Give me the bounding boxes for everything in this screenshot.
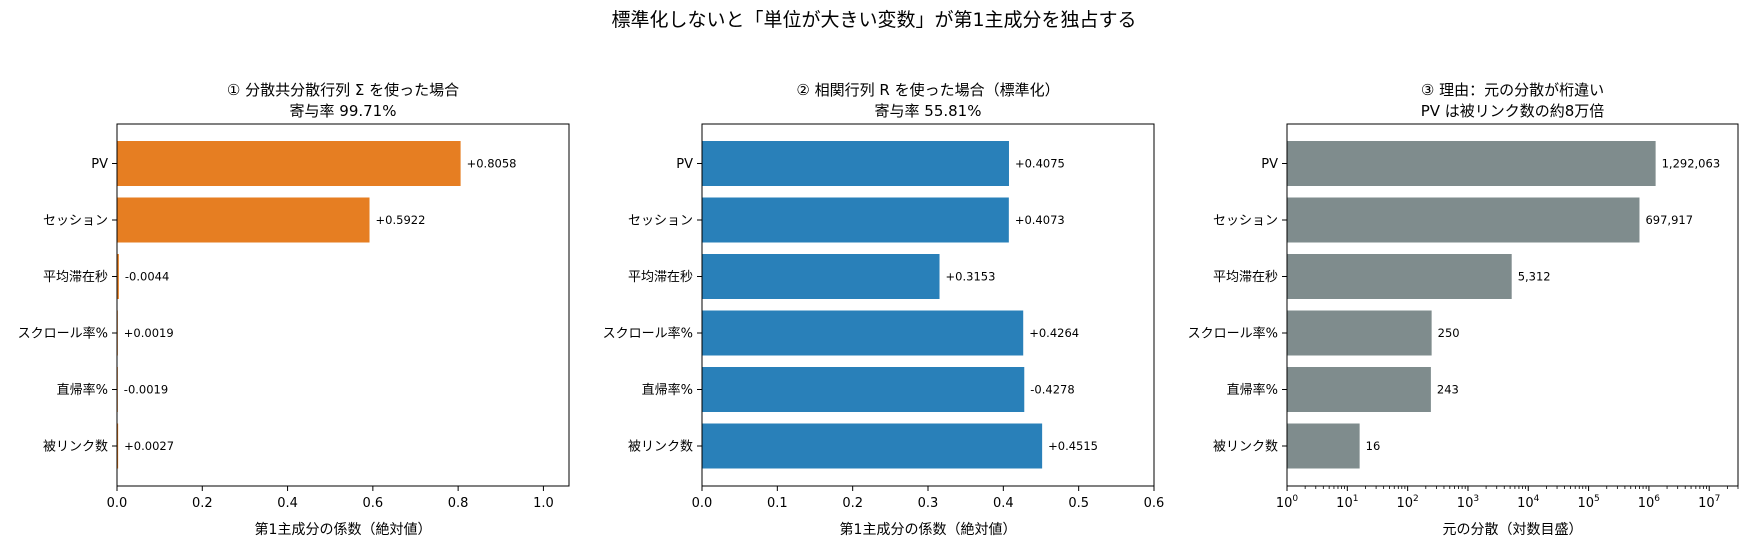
bar	[1287, 141, 1656, 186]
y-tick-label: スクロール率%	[1188, 326, 1278, 342]
y-tick-label: 被リンク数	[43, 440, 108, 455]
bar	[1287, 367, 1431, 412]
x-axis-label: 第1主成分の係数（絶対値）	[840, 521, 1017, 538]
x-tick-label: 0.4	[993, 496, 1014, 511]
bar	[117, 141, 461, 186]
bar	[702, 310, 1024, 356]
bar	[117, 254, 119, 299]
x-tick-label: 0.4	[277, 496, 298, 511]
y-tick-label: 平均滞在秒	[1213, 270, 1278, 285]
y-tick-label: PV	[91, 157, 108, 172]
y-tick-label: 被リンク数	[1213, 440, 1278, 455]
y-tick-label: PV	[1261, 157, 1278, 172]
data-label: 697,917	[1645, 213, 1693, 227]
x-tick-label: 0.6	[363, 496, 384, 511]
bar	[1287, 254, 1512, 299]
plot-frame	[116, 123, 570, 487]
chart-panel-3: ③ 理由：元の分散が桁違い PV は被リンク数の約8万倍 PV 1,292,063 セッ…	[1188, 81, 1739, 538]
data-label: +0.5922	[376, 213, 426, 227]
bar	[117, 423, 119, 469]
y-tick-label: 直帰率%	[642, 382, 693, 398]
x-tick-label: 0.5	[1068, 496, 1089, 511]
data-label: +0.4075	[1015, 157, 1065, 171]
x-tick-label: 0.6	[1144, 496, 1165, 511]
panel-title: ① 分散共分散行列 Σ を使った場合	[227, 81, 459, 99]
x-tick-label: 100	[1276, 494, 1299, 511]
panel-title: ③ 理由：元の分散が桁違い	[1421, 81, 1604, 99]
bar	[702, 367, 1025, 412]
data-label: 5,312	[1518, 270, 1551, 284]
data-label: +0.4264	[1029, 326, 1079, 340]
plot-frame	[1286, 123, 1739, 487]
y-tick-label: 平均滞在秒	[43, 270, 108, 285]
data-label: +0.0019	[124, 326, 174, 340]
data-label: 250	[1438, 326, 1460, 340]
x-tick-label: 0.0	[692, 496, 713, 511]
x-tick-label: 102	[1396, 494, 1418, 511]
data-label: +0.0027	[124, 439, 174, 453]
panel-subtitle: 寄与率 55.81%	[875, 102, 982, 120]
x-tick-label: 105	[1577, 494, 1599, 511]
x-axis-label: 元の分散（対数目盛）	[1443, 522, 1583, 538]
x-tick-label: 0.2	[842, 496, 863, 511]
bar	[117, 197, 370, 243]
x-tick-label: 1.0	[533, 496, 554, 511]
figure-title: 標準化しないと「単位が大きい変数」が第1主成分を独占する	[611, 9, 1136, 31]
x-tick-label: 0.0	[107, 496, 128, 511]
x-tick-label: 101	[1336, 494, 1358, 511]
y-tick-label: 平均滞在秒	[628, 270, 693, 285]
data-label: -0.0019	[124, 383, 168, 397]
y-tick-label: 直帰率%	[1227, 382, 1278, 398]
y-tick-label: セッション	[1213, 214, 1278, 229]
data-label: +0.8058	[467, 157, 517, 171]
y-tick-label: PV	[676, 157, 693, 172]
data-label: 243	[1437, 383, 1459, 397]
y-tick-label: 直帰率%	[57, 382, 108, 398]
x-tick-label: 104	[1517, 494, 1540, 511]
panel-subtitle: PV は被リンク数の約8万倍	[1421, 102, 1605, 120]
bar	[1287, 310, 1432, 356]
y-tick-label: セッション	[628, 214, 693, 229]
x-tick-label: 0.1	[767, 496, 788, 511]
data-label: -0.0044	[125, 270, 169, 284]
data-label: +0.4515	[1048, 439, 1098, 453]
bar	[702, 254, 940, 299]
bar	[1287, 423, 1360, 469]
x-axis-label: 第1主成分の係数（絶対値）	[255, 521, 432, 538]
x-tick-label: 0.8	[448, 496, 469, 511]
chart-panel-2: ② 相関行列 R を使った場合（標準化） 寄与率 55.81% PV +0.4075 セ…	[603, 81, 1165, 538]
data-label: -0.4278	[1030, 383, 1074, 397]
data-label: +0.3153	[946, 270, 996, 284]
x-tick-label: 106	[1638, 494, 1661, 511]
bar	[1287, 197, 1640, 243]
panel-subtitle: 寄与率 99.71%	[290, 102, 397, 120]
data-label: 1,292,063	[1662, 157, 1721, 171]
x-tick-label: 103	[1457, 494, 1479, 511]
data-label: +0.4073	[1015, 213, 1065, 227]
bar	[702, 197, 1009, 243]
y-tick-label: スクロール率%	[18, 326, 108, 342]
y-tick-label: スクロール率%	[603, 326, 693, 342]
x-tick-label: 0.2	[192, 496, 213, 511]
y-tick-label: セッション	[43, 214, 108, 229]
x-tick-label: 107	[1698, 494, 1720, 511]
bar	[702, 423, 1043, 469]
bar	[702, 141, 1009, 186]
x-tick-label: 0.3	[918, 496, 939, 511]
panel-title: ② 相関行列 R を使った場合（標準化）	[796, 81, 1059, 99]
y-tick-label: 被リンク数	[628, 440, 693, 455]
data-label: 16	[1366, 439, 1381, 453]
